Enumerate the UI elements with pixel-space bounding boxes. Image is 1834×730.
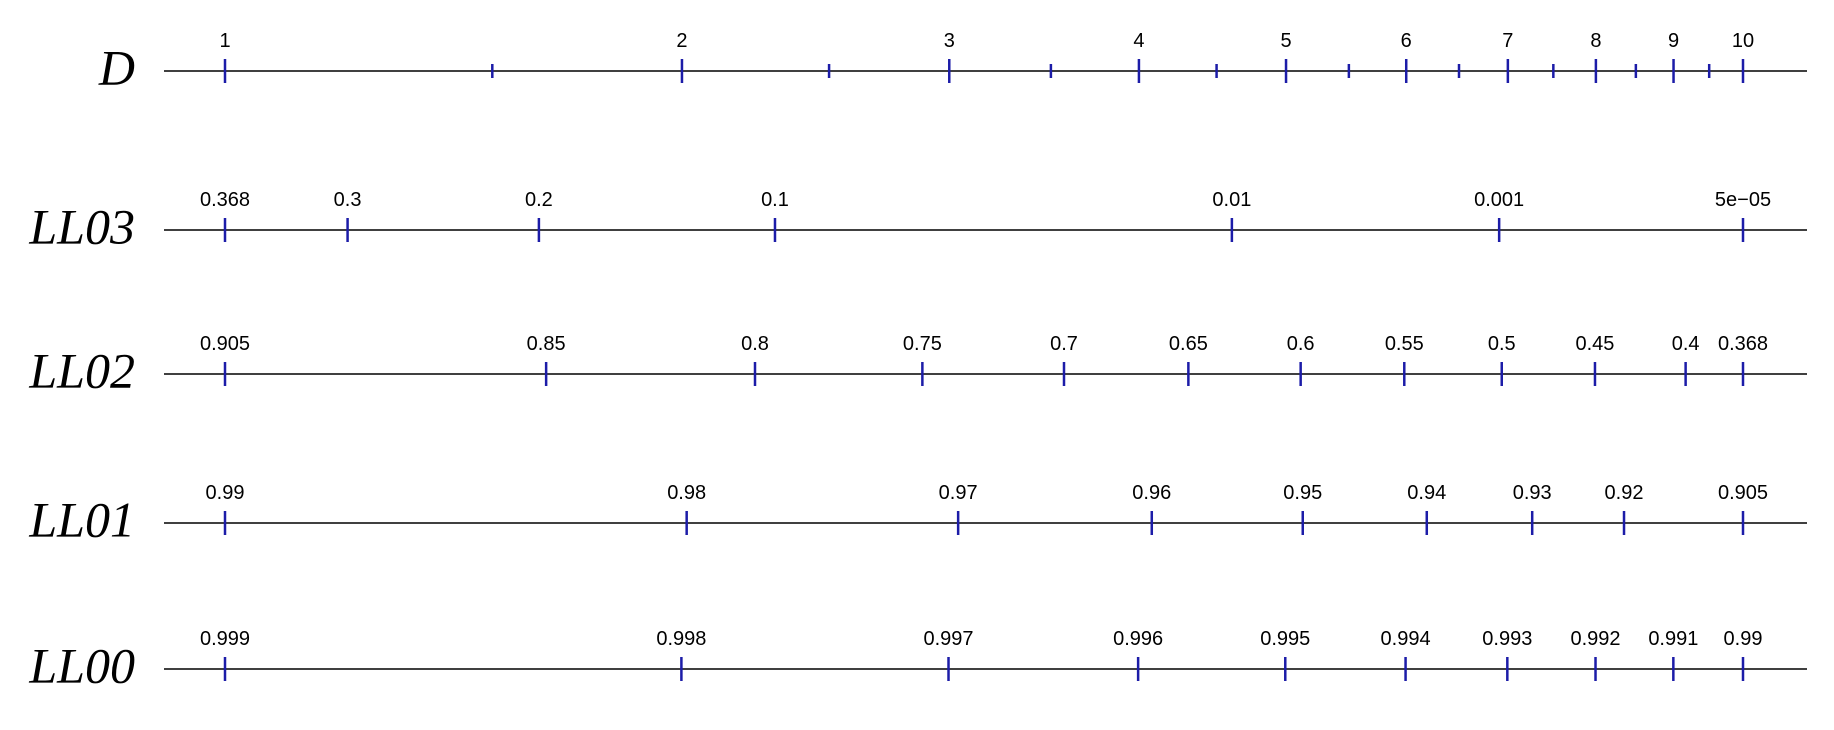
tick-label: 0.7 [1050,333,1078,355]
tick-label: 0.995 [1260,628,1310,650]
tick-label: 0.1 [761,189,789,211]
tick-label: 0.94 [1407,482,1446,504]
tick-label: 0.96 [1132,482,1171,504]
tick-label: 6 [1401,30,1412,52]
scale-name: LL00 [28,637,135,693]
tick-label: 0.8 [741,333,769,355]
tick-label: 0.998 [656,628,706,650]
tick-label: 3 [944,30,955,52]
tick-label: 10 [1732,30,1754,52]
scale-name: LL03 [28,198,135,254]
tick-label: 0.996 [1113,628,1163,650]
tick-label: 0.5 [1488,333,1516,355]
tick-label: 9 [1668,30,1679,52]
tick-label: 0.01 [1212,189,1251,211]
tick-label: 2 [676,30,687,52]
tick-label: 0.85 [527,333,566,355]
tick-label: 0.994 [1381,628,1431,650]
tick-label: 0.65 [1169,333,1208,355]
tick-label: 0.98 [667,482,706,504]
tick-label: 0.905 [1718,482,1768,504]
tick-label: 0.368 [200,189,250,211]
tick-label: 0.905 [200,333,250,355]
tick-label: 0.99 [206,482,245,504]
tick-label: 0.97 [939,482,978,504]
tick-label: 1 [219,30,230,52]
tick-label: 0.991 [1648,628,1698,650]
tick-label: 5e−05 [1715,189,1771,211]
tick-label: 4 [1133,30,1144,52]
tick-label: 0.368 [1718,333,1768,355]
tick-label: 0.001 [1474,189,1524,211]
scale-name: LL01 [28,491,135,547]
tick-label: 7 [1502,30,1513,52]
tick-label: 0.99 [1724,628,1763,650]
scale-name: LL02 [28,342,135,398]
tick-label: 0.993 [1482,628,1532,650]
tick-label: 0.4 [1672,333,1700,355]
tick-label: 0.999 [200,628,250,650]
scale-name: D [98,39,135,95]
tick-label: 0.45 [1576,333,1615,355]
tick-label: 0.55 [1385,333,1424,355]
tick-label: 0.95 [1283,482,1322,504]
tick-label: 5 [1280,30,1291,52]
tick-label: 0.93 [1513,482,1552,504]
tick-label: 8 [1590,30,1601,52]
tick-label: 0.92 [1605,482,1644,504]
tick-label: 0.75 [903,333,942,355]
tick-label: 0.3 [334,189,362,211]
tick-label: 0.6 [1287,333,1315,355]
tick-label: 0.2 [525,189,553,211]
tick-label: 0.992 [1570,628,1620,650]
tick-label: 0.997 [923,628,973,650]
